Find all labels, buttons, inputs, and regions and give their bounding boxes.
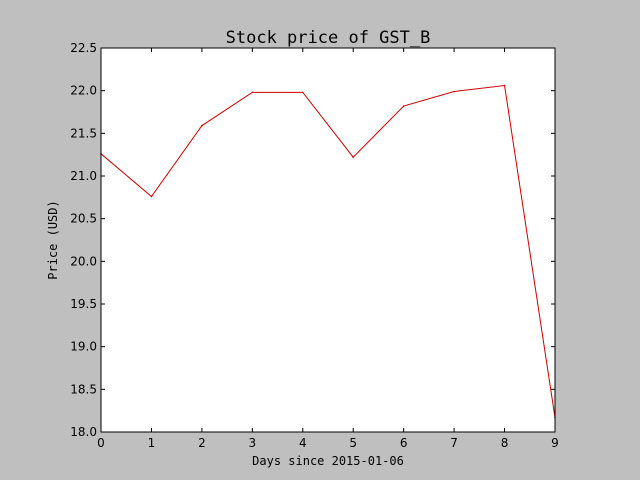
price-data-point <box>503 84 506 87</box>
x-tick-label: 3 <box>249 436 257 450</box>
x-tick-label: 4 <box>299 436 307 450</box>
y-tick-label: 21.5 <box>70 126 97 140</box>
x-tick-label: 0 <box>97 436 105 450</box>
price-data-point <box>453 90 455 93</box>
y-axis-label: Price (USD) <box>46 200 60 279</box>
price-data-point <box>352 156 355 159</box>
x-tick-label: 5 <box>349 436 357 450</box>
y-tick-label: 21.0 <box>70 169 97 183</box>
x-tick-label: 6 <box>400 436 408 450</box>
y-tick-label: 19.0 <box>70 340 97 354</box>
y-tick-label: 18.5 <box>70 382 97 396</box>
y-tick-label: 20.5 <box>70 212 97 226</box>
price-data-point <box>402 105 405 107</box>
price-data-point <box>201 124 203 127</box>
x-tick-label: 1 <box>148 436 156 450</box>
y-tick-label: 20.0 <box>70 254 97 268</box>
price-series-line <box>100 84 556 418</box>
x-tick-label: 8 <box>501 436 509 450</box>
y-tick-label: 19.5 <box>70 297 97 311</box>
plot-frame <box>100 47 556 433</box>
chart-title: Stock price of GST_B <box>226 28 431 48</box>
price-data-point <box>150 195 153 198</box>
price-data-point <box>301 91 304 94</box>
y-tick-label: 22.0 <box>70 84 97 98</box>
x-tick-label: 9 <box>551 436 559 450</box>
y-tick-label: 22.5 <box>70 41 97 55</box>
x-tick-label: 7 <box>450 436 458 450</box>
y-tick-label: 18.0 <box>70 425 97 439</box>
price-data-point <box>251 91 254 94</box>
x-axis-label: Days since 2015-01-06 <box>252 454 404 468</box>
plot-area <box>101 48 555 432</box>
x-tick-label: 2 <box>198 436 206 450</box>
